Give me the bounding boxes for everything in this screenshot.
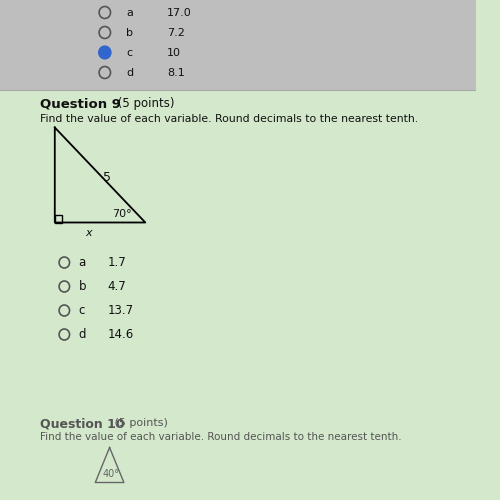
Text: b: b <box>78 280 86 293</box>
Text: 1.7: 1.7 <box>107 256 126 269</box>
Text: Find the value of each variable. Round decimals to the nearest tenth.: Find the value of each variable. Round d… <box>40 114 418 124</box>
Text: 17.0: 17.0 <box>167 8 192 18</box>
Text: (5 points): (5 points) <box>114 98 175 110</box>
Text: c: c <box>78 304 85 317</box>
Text: x: x <box>85 228 91 237</box>
Text: Question 9: Question 9 <box>40 98 121 110</box>
Text: a: a <box>78 256 86 269</box>
Text: 14.6: 14.6 <box>107 328 134 341</box>
Text: 8.1: 8.1 <box>167 68 184 78</box>
Text: 5: 5 <box>103 171 111 184</box>
Bar <box>55 214 62 222</box>
Text: (5 points): (5 points) <box>111 418 168 428</box>
Text: 70°: 70° <box>112 209 132 219</box>
Text: Find the value of each variable. Round decimals to the nearest tenth.: Find the value of each variable. Round d… <box>40 432 402 442</box>
FancyBboxPatch shape <box>0 0 476 90</box>
Text: 7.2: 7.2 <box>167 28 184 38</box>
Text: 4.7: 4.7 <box>107 280 126 293</box>
Text: a: a <box>126 8 133 18</box>
Text: d: d <box>78 328 86 341</box>
Circle shape <box>99 46 110 58</box>
Text: Question 10: Question 10 <box>40 418 125 430</box>
Text: b: b <box>126 28 134 38</box>
Text: 40°: 40° <box>102 469 120 479</box>
Text: 13.7: 13.7 <box>107 304 134 317</box>
Text: 10: 10 <box>167 48 181 58</box>
Text: c: c <box>126 48 132 58</box>
Text: d: d <box>126 68 134 78</box>
